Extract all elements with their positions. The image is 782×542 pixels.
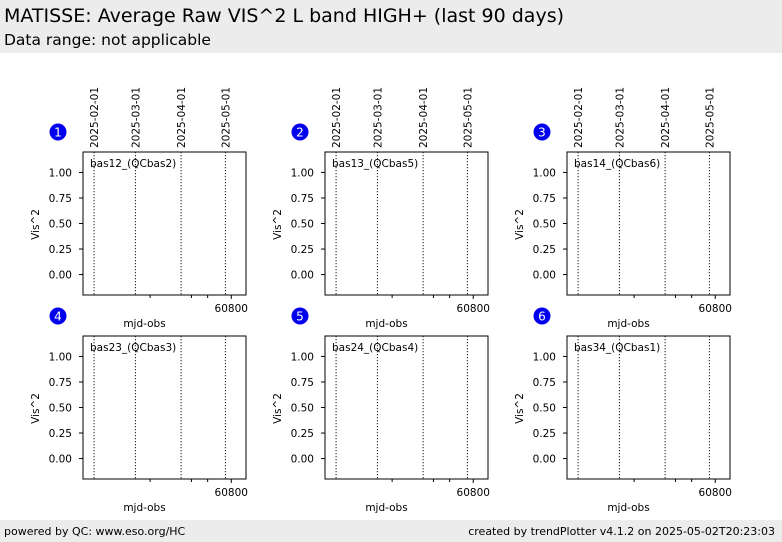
chart-panel-2: 2025-02-01 2025-03-01 2025-04-01 2025-05-01… — [272, 87, 490, 330]
x-tick-label: 60800 — [215, 303, 248, 315]
panel-number-badge — [49, 307, 67, 325]
x-axis-label: mjd-obs — [365, 502, 407, 514]
panel-number: 4 — [54, 310, 62, 324]
date-marker-label: 2025-02-01 — [573, 87, 585, 148]
y-tick-label: 1.00 — [49, 351, 72, 363]
y-axis-label: Vis^2 — [30, 209, 42, 240]
panel-label: bas12_(QCbas2) — [90, 158, 176, 170]
panel-label: bas34_(QCbas1) — [574, 342, 660, 354]
panel-number: 3 — [538, 126, 546, 140]
y-tick-label: 1.00 — [49, 167, 72, 179]
plot-frame — [82, 335, 247, 480]
chart-panel-1: 2025-02-01 2025-03-01 2025-04-01 2025-05-01… — [30, 87, 248, 330]
header-bar — [0, 0, 782, 53]
y-tick-label: 0.25 — [49, 244, 72, 256]
panel-number-badge — [533, 307, 551, 325]
panel-number-badge — [291, 123, 309, 141]
x-tick-label: 60800 — [215, 487, 248, 499]
y-axis-label: Vis^2 — [514, 209, 526, 240]
date-marker-label: 2025-04-01 — [418, 87, 430, 148]
y-tick-label: 0.75 — [49, 193, 72, 205]
date-marker-label: 2025-05-01 — [220, 87, 232, 148]
chart-panel-3: 2025-02-01 2025-03-01 2025-04-01 2025-05-01… — [514, 87, 732, 330]
footer-bar — [0, 520, 782, 542]
x-axis-label: mjd-obs — [365, 318, 407, 330]
y-tick-label: 0.50 — [49, 403, 72, 415]
date-marker-label: 2025-02-01 — [89, 87, 101, 148]
panel-number-badge — [533, 123, 551, 141]
panel-label: bas24_(QCbas4) — [332, 342, 418, 354]
y-tick-label: 0.00 — [291, 270, 314, 282]
x-tick-label: 60800 — [699, 303, 732, 315]
panel-number: 2 — [296, 126, 304, 140]
y-tick-label: 0.25 — [533, 244, 556, 256]
date-marker-label: 2025-03-01 — [614, 87, 626, 148]
x-axis-label: mjd-obs — [607, 318, 649, 330]
x-axis-label: mjd-obs — [123, 318, 165, 330]
x-tick-label: 60800 — [457, 303, 490, 315]
panel-number: 1 — [54, 126, 62, 140]
plot-frame — [82, 151, 247, 296]
y-tick-label: 0.25 — [291, 428, 314, 440]
y-tick-label: 0.75 — [533, 193, 556, 205]
date-marker-label: 2025-02-01 — [331, 87, 343, 148]
y-tick-label: 0.00 — [533, 454, 556, 466]
plot-frame — [566, 151, 731, 296]
date-marker-label: 2025-03-01 — [372, 87, 384, 148]
y-tick-label: 1.00 — [533, 167, 556, 179]
y-axis-label: Vis^2 — [272, 393, 284, 424]
y-tick-label: 0.50 — [49, 219, 72, 231]
y-tick-label: 0.75 — [291, 377, 314, 389]
date-marker-label: 2025-04-01 — [660, 87, 672, 148]
y-axis-label: Vis^2 — [272, 209, 284, 240]
y-tick-label: 0.25 — [533, 428, 556, 440]
panel-number: 5 — [296, 310, 304, 324]
y-tick-label: 0.00 — [49, 454, 72, 466]
chart-panel-4: 0.00 0.25 0.50 0.75 1.00 60800 mjd-obs Vis^2 bas… — [30, 307, 248, 514]
y-tick-label: 0.50 — [291, 219, 314, 231]
date-marker-label: 2025-05-01 — [704, 87, 716, 148]
page-subtitle: Data range: not applicable — [4, 31, 211, 49]
panel-label: bas14_(QCbas6) — [574, 158, 660, 170]
y-tick-label: 1.00 — [533, 351, 556, 363]
x-axis-label: mjd-obs — [607, 502, 649, 514]
y-tick-label: 0.25 — [291, 244, 314, 256]
panel-number-badge — [49, 123, 67, 141]
y-tick-label: 0.50 — [533, 403, 556, 415]
date-marker-label: 2025-05-01 — [462, 87, 474, 148]
chart-panel-6: 0.00 0.25 0.50 0.75 1.00 60800 mjd-obs Vis^2 bas… — [514, 307, 732, 514]
footer-timestamp: created by trendPlotter v4.1.2 on 2025-0… — [468, 525, 775, 538]
y-tick-label: 1.00 — [291, 167, 314, 179]
date-marker-label: 2025-03-01 — [130, 87, 142, 148]
y-axis-label: Vis^2 — [30, 393, 42, 424]
panel-label: bas13_(QCbas5) — [332, 158, 418, 170]
y-tick-label: 0.00 — [533, 270, 556, 282]
plot-frame — [324, 151, 489, 296]
y-tick-label: 1.00 — [291, 351, 314, 363]
y-tick-label: 0.75 — [291, 193, 314, 205]
y-tick-label: 0.00 — [291, 454, 314, 466]
page-title: MATISSE: Average Raw VIS^2 L band HIGH+ … — [4, 5, 564, 27]
y-axis-label: Vis^2 — [514, 393, 526, 424]
plot-frame — [566, 335, 731, 480]
y-tick-label: 0.50 — [533, 219, 556, 231]
panel-number-badge — [291, 307, 309, 325]
y-tick-label: 0.75 — [49, 377, 72, 389]
panel-label: bas23_(QCbas3) — [90, 342, 176, 354]
footer-credit: powered by QC: www.eso.org/HC — [4, 525, 186, 538]
chart-panel-5: 0.00 0.25 0.50 0.75 1.00 60800 mjd-obs Vis^2 bas… — [272, 307, 490, 514]
x-tick-label: 60800 — [457, 487, 490, 499]
panel-number: 6 — [538, 310, 546, 324]
y-tick-label: 0.00 — [49, 270, 72, 282]
x-axis-label: mjd-obs — [123, 502, 165, 514]
date-marker-label: 2025-04-01 — [176, 87, 188, 148]
y-tick-label: 0.25 — [49, 428, 72, 440]
x-tick-label: 60800 — [699, 487, 732, 499]
plot-frame — [324, 335, 489, 480]
y-tick-label: 0.50 — [291, 403, 314, 415]
y-tick-label: 0.75 — [533, 377, 556, 389]
